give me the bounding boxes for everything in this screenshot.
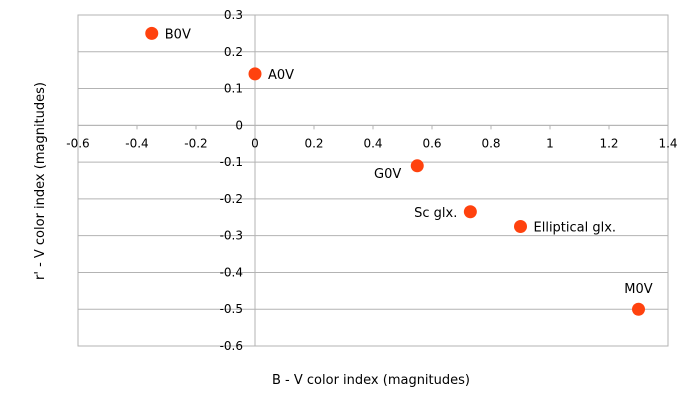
x-tick-label: -0.2 [184,136,207,150]
plot-area-frame [77,14,669,347]
x-tick-label: 0.4 [363,136,382,150]
data-point [248,67,262,81]
data-point [632,302,645,316]
y-tick-label: 0.2 [224,45,243,59]
y-tick-label: -0.5 [220,302,243,316]
x-tick-label: 1.2 [599,136,618,150]
point-label: B0V [165,27,191,42]
x-tick-label: 1 [546,136,554,150]
x-tick-label: 0 [251,136,259,150]
x-axis-title: B - V color index (magnitudes) [272,373,470,388]
point-label: M0V [624,282,652,297]
y-tick-label: 0.1 [224,82,243,96]
point-label: Elliptical glx. [534,220,617,235]
y-axis-title: r' - V color index (magnitudes) [33,82,48,280]
y-tick-label: -0.2 [220,192,243,206]
grid-lines [78,14,668,347]
x-tick-label: 0.2 [304,136,323,150]
data-point [463,205,477,219]
data-point [410,159,424,173]
point-label: Sc glx. [414,206,457,221]
axes [77,15,669,346]
x-tick-label: 1.4 [658,136,677,150]
x-tick-label: 0.6 [422,136,441,150]
x-tick-label: 0.8 [481,136,500,150]
y-tick-label: -0.6 [220,339,243,353]
data-point [145,26,159,40]
y-axis-tick-labels: 0.3 0.2 0.1 0 -0.1 -0.2 -0.3 -0.4 -0.5 -0.6 [220,8,243,353]
y-tick-label: -0.3 [220,229,243,243]
y-tick-label: -0.4 [220,265,243,279]
data-points [145,26,645,316]
x-axis-tick-labels: -0.6 -0.4 -0.2 0 0.2 0.4 0.6 0.8 1 1.2 1.4 [66,136,677,150]
y-tick-label: 0 [235,118,243,132]
data-point [514,219,527,233]
point-labels: B0V A0V G0V Sc glx. Elliptical glx. M0V [165,27,653,297]
y-tick-label: -0.1 [220,155,243,169]
x-tick-label: -0.4 [125,136,148,150]
x-tick-label: -0.6 [66,136,89,150]
point-label: A0V [268,68,294,83]
y-tick-label: 0.3 [224,8,243,22]
point-label: G0V [374,167,401,182]
